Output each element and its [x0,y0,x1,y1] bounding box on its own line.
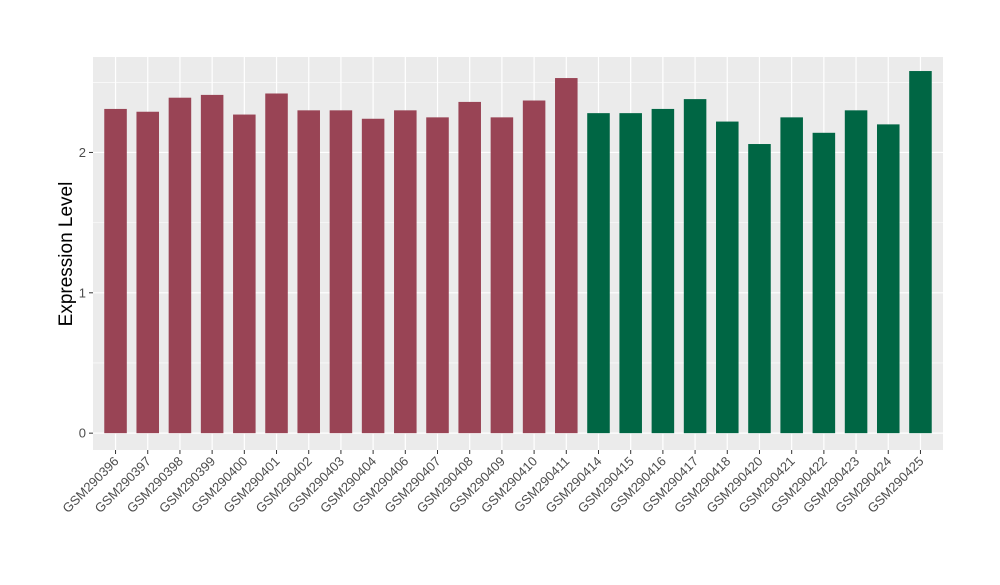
bar-GSM290415 [619,113,642,434]
bar-GSM290401 [265,93,288,434]
y-tick-label: 0 [79,426,86,441]
bar-GSM290406 [394,110,417,434]
x-axis: GSM290396GSM290397GSM290398GSM290399GSM2… [59,450,927,516]
y-axis: 0 1 2 [79,145,93,441]
bar-GSM290417 [683,99,707,434]
bar-GSM290418 [716,121,739,434]
bar-GSM290397 [136,111,160,434]
bars [104,71,932,434]
bar-GSM290404 [361,118,385,434]
bar-GSM290399 [200,94,224,434]
bar-GSM290409 [490,117,514,434]
bar-GSM290403 [329,110,353,434]
bar-GSM290414 [587,113,610,434]
bar-GSM290423 [844,110,868,434]
bar-GSM290407 [426,117,449,434]
bar-GSM290420 [748,144,771,434]
bar-GSM290411 [555,78,578,434]
bar-GSM290425 [909,71,932,434]
bar-GSM290410 [522,100,546,434]
bar-GSM290421 [780,117,803,434]
bar-GSM290422 [812,132,836,434]
bar-GSM290396 [104,108,127,434]
bar-GSM290416 [651,108,675,434]
y-tick-label: 2 [79,145,86,160]
bar-GSM290408 [458,101,481,434]
bar-GSM290398 [168,97,192,434]
bar-GSM290400 [233,114,256,434]
bar-GSM290402 [297,110,320,434]
y-axis-title: Expression Level [56,182,77,327]
y-tick-label: 1 [79,285,86,300]
bar-GSM290424 [876,124,900,434]
